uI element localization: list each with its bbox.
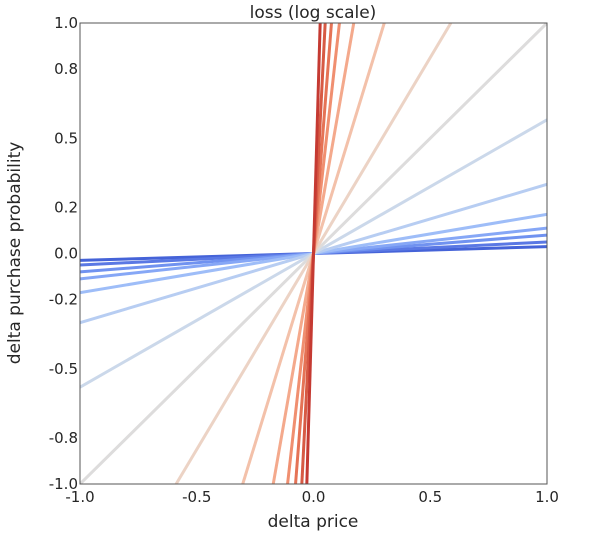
y-tick-label: 0.2 bbox=[54, 198, 78, 216]
y-tick-label: -0.2 bbox=[49, 291, 78, 309]
plot-frame bbox=[79, 22, 548, 485]
x-tick-label: -0.5 bbox=[182, 488, 211, 506]
chart-title: loss (log scale) bbox=[250, 3, 377, 23]
y-tick-label: 1.0 bbox=[54, 14, 78, 32]
x-axis-label: delta price bbox=[268, 512, 359, 532]
series-line-15 bbox=[305, 23, 322, 484]
y-tick-label: 0.8 bbox=[54, 60, 78, 78]
y-tick-label: 0.5 bbox=[54, 129, 78, 147]
x-tick-label: -1.0 bbox=[65, 488, 94, 506]
x-tick-label: 1.0 bbox=[535, 488, 559, 506]
y-tick-label: -1.0 bbox=[49, 475, 78, 493]
x-tick-labels: -1.0 -0.5 0.0 0.5 1.0 bbox=[65, 488, 559, 506]
y-tick-label: -0.8 bbox=[49, 429, 78, 447]
series-layer bbox=[80, 23, 547, 484]
x-tick-label: 0.5 bbox=[418, 488, 442, 506]
y-tick-label: 0.0 bbox=[54, 245, 78, 263]
x-tick-label: 0.0 bbox=[302, 488, 326, 506]
y-axis-label: delta purchase probability bbox=[5, 142, 25, 365]
y-tick-label: -0.5 bbox=[49, 360, 78, 378]
y-tick-labels: 1.0 0.8 0.5 0.2 0.0 -0.2 -0.5 -0.8 -1.0 bbox=[49, 14, 78, 493]
